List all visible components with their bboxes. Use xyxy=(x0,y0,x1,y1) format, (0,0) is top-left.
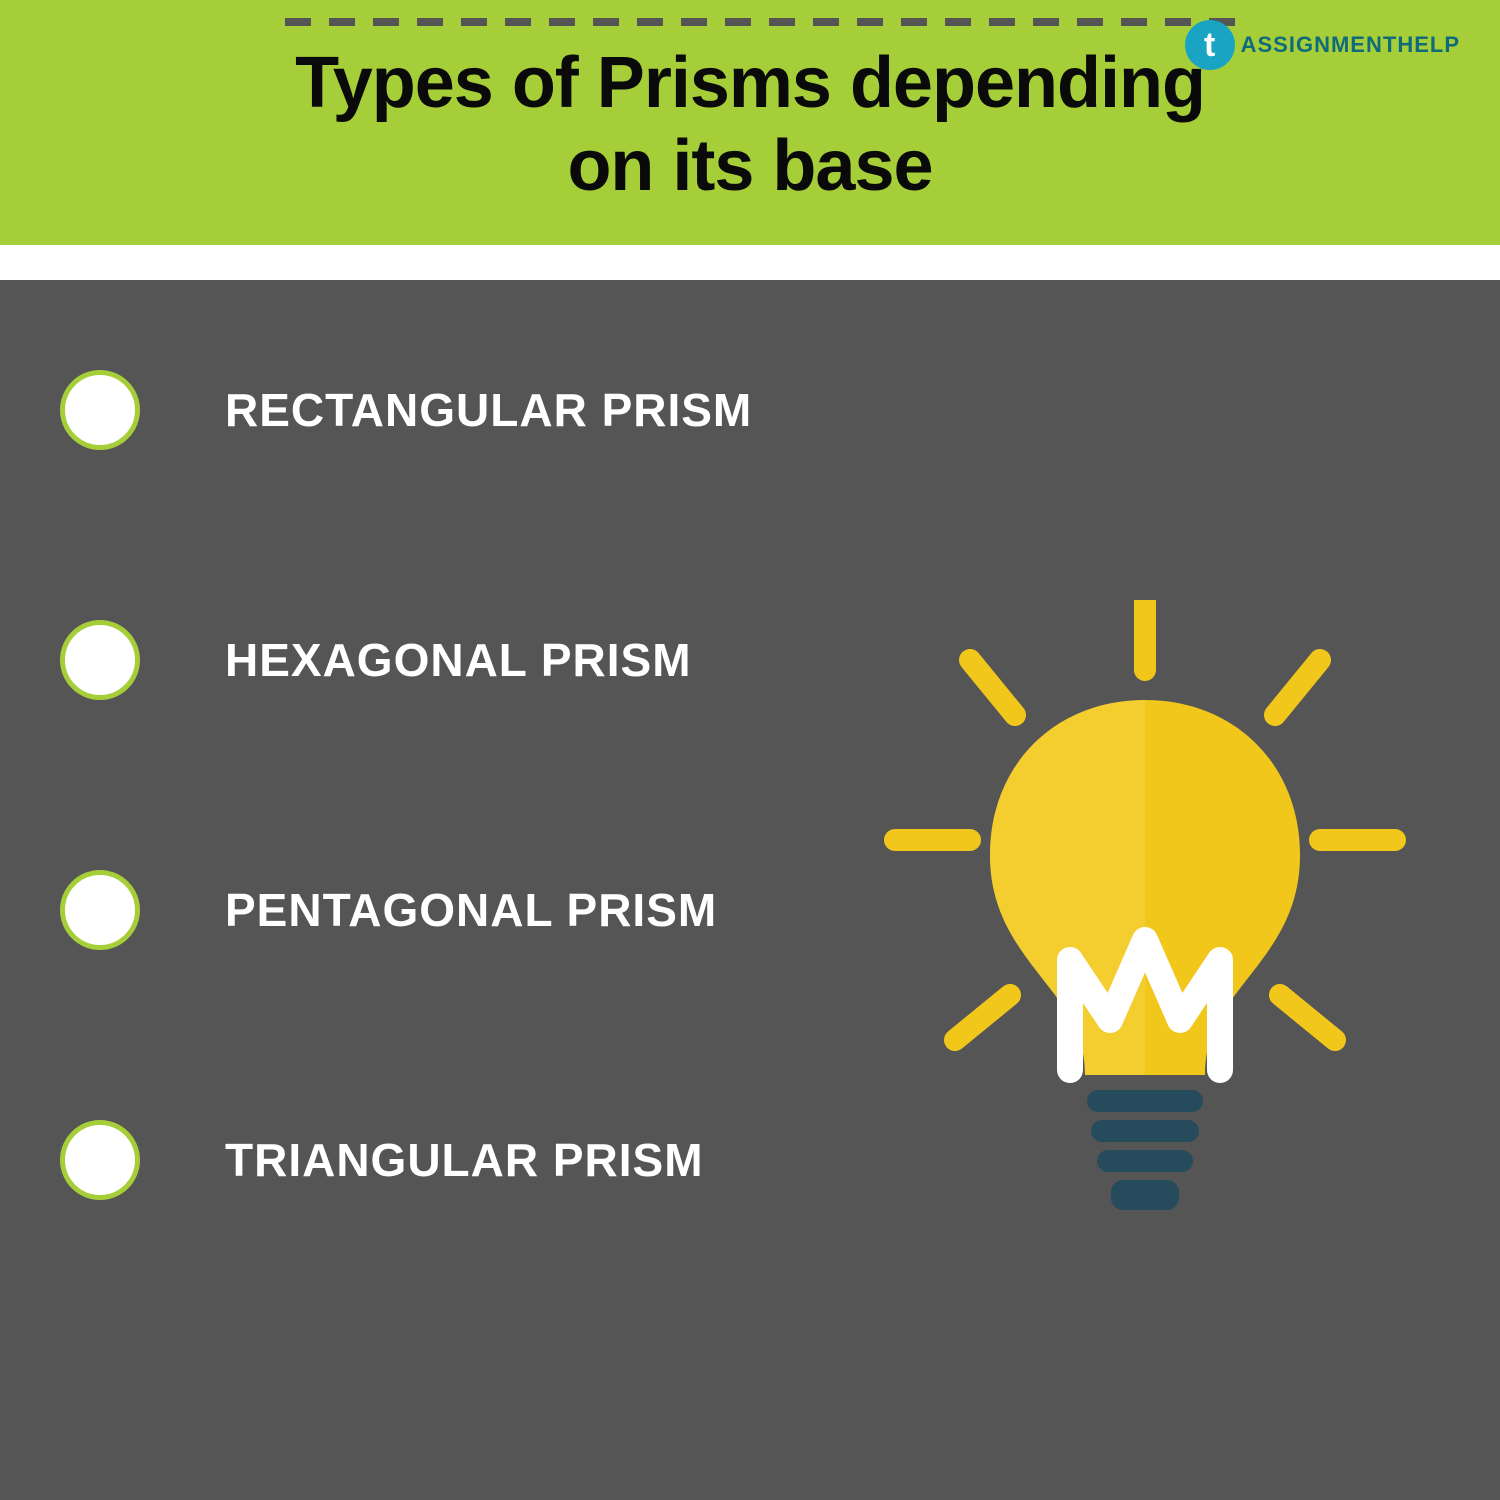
list-item: RECTANGULAR PRISM xyxy=(60,370,752,450)
list-item-label: HEXAGONAL PRISM xyxy=(225,633,692,687)
header-banner: Types of Prisms depending on its base t … xyxy=(0,0,1500,245)
dash xyxy=(593,18,619,26)
bullet-circle-icon xyxy=(60,870,140,950)
content-body: RECTANGULAR PRISM HEXAGONAL PRISM PENTAGON… xyxy=(0,280,1500,1500)
bullet-circle-icon xyxy=(60,620,140,700)
list-item: HEXAGONAL PRISM xyxy=(60,620,752,700)
logo-circle-icon: t xyxy=(1185,20,1235,70)
list-item-label: TRIANGULAR PRISM xyxy=(225,1133,704,1187)
dash xyxy=(461,18,487,26)
logo-text: ASSIGNMENTHELP xyxy=(1241,32,1460,58)
list-item: PENTAGONAL PRISM xyxy=(60,870,752,950)
title-line-1: Types of Prisms depending xyxy=(295,43,1205,123)
lightbulb-icon xyxy=(875,600,1415,1240)
dash xyxy=(549,18,575,26)
dash-row xyxy=(285,18,1235,26)
dash xyxy=(373,18,399,26)
dash xyxy=(725,18,751,26)
dash xyxy=(989,18,1015,26)
dash xyxy=(285,18,311,26)
logo-word-1: ASSIGNMENT xyxy=(1241,32,1398,57)
list-item: TRIANGULAR PRISM xyxy=(60,1120,752,1200)
dash xyxy=(945,18,971,26)
dash xyxy=(1121,18,1147,26)
brand-logo: t ASSIGNMENTHELP xyxy=(1185,20,1460,70)
dash xyxy=(1033,18,1059,26)
list-item-label: PENTAGONAL PRISM xyxy=(225,883,717,937)
bullet-circle-icon xyxy=(60,1120,140,1200)
bulb-base xyxy=(1087,1090,1203,1210)
infographic-canvas: Types of Prisms depending on its base t … xyxy=(0,0,1500,1500)
title-line-2: on its base xyxy=(567,126,932,206)
bullet-circle-icon xyxy=(60,370,140,450)
dash xyxy=(681,18,707,26)
list-item-label: RECTANGULAR PRISM xyxy=(225,383,752,437)
dash xyxy=(857,18,883,26)
dash xyxy=(813,18,839,26)
logo-word-2: HELP xyxy=(1397,32,1460,57)
dash xyxy=(769,18,795,26)
dash xyxy=(329,18,355,26)
prism-list: RECTANGULAR PRISM HEXAGONAL PRISM PENTAGON… xyxy=(60,370,752,1370)
dash xyxy=(901,18,927,26)
dash xyxy=(505,18,531,26)
dash xyxy=(1077,18,1103,26)
logo-letter: t xyxy=(1204,26,1215,65)
dash xyxy=(637,18,663,26)
dash xyxy=(417,18,443,26)
